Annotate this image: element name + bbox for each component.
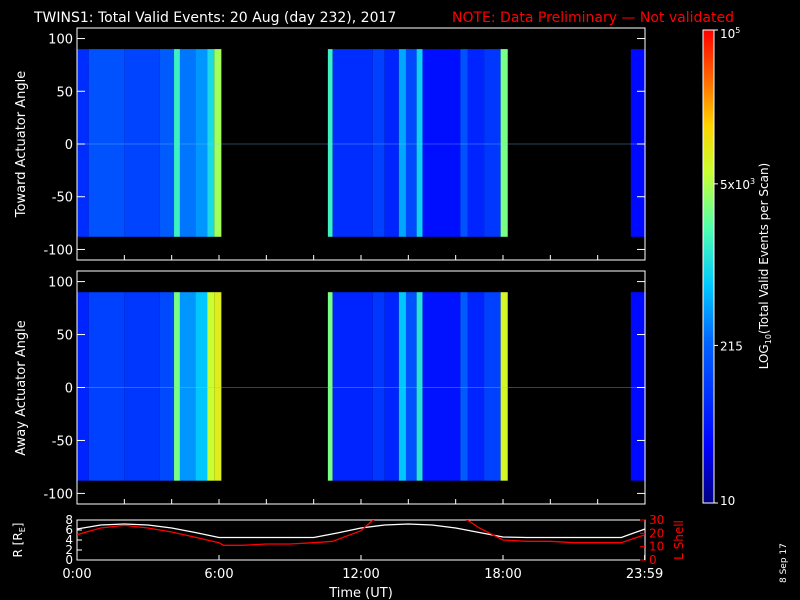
toward-band-8	[214, 49, 222, 237]
away-band-9	[327, 292, 333, 481]
away-band-21	[630, 292, 645, 481]
toward-ytick-label-0: 0	[65, 138, 73, 153]
away-ytick-label-50: 50	[56, 329, 73, 344]
toward-band-3	[159, 49, 175, 237]
orbit-left-tick-label-0: 0	[65, 553, 73, 567]
toward-ytick-label-50: 50	[56, 85, 73, 100]
orbit-lines	[77, 520, 645, 546]
away-band-12	[384, 292, 399, 481]
away-y-ticks: 100 50 0 -50 -100	[43, 276, 646, 504]
colorbar-ticks: 10 215 5x103 105	[714, 26, 755, 508]
toward-heatmap	[77, 49, 645, 237]
away-band-4	[174, 292, 180, 481]
toward-band-19	[484, 49, 501, 237]
away-band-7	[207, 292, 215, 481]
x-tick-label-2: 12:00	[342, 567, 379, 582]
x-tick-label-3: 18:00	[484, 567, 521, 582]
toward-band-20	[500, 49, 508, 237]
orbit-lshell-line	[77, 520, 645, 546]
toward-band-18	[467, 49, 485, 237]
away-band-20	[500, 292, 508, 481]
away-band-8	[214, 292, 222, 481]
toward-ytick-label--100: -100	[43, 243, 73, 258]
colorbar-label: LOG10(Total Valid Events per Scan)	[757, 163, 773, 370]
orbit-right-ylabel: L Shell	[672, 520, 686, 560]
toward-band-14	[405, 49, 417, 237]
colorbar-tick-label-3: 105	[720, 26, 740, 41]
toward-band-7	[207, 49, 215, 237]
x-tick-label-0: 0:00	[62, 567, 91, 582]
orbit-right-tick-label-30: 30	[649, 513, 664, 527]
away-band-1	[88, 292, 125, 481]
orbit-left-tick-label-4: 4	[65, 533, 73, 547]
toward-band-11	[372, 49, 385, 237]
orbit-r-line	[77, 523, 645, 539]
orbit-right-tick-label-20: 20	[649, 526, 664, 540]
toward-band-9	[327, 49, 333, 237]
away-band-16	[422, 292, 461, 481]
away-ytick-label--50: -50	[52, 434, 73, 449]
x-axis-label: Time (UT)	[328, 586, 393, 600]
toward-ytick-label--50: -50	[52, 191, 73, 206]
colorbar-gradient	[702, 29, 715, 504]
colorbar-tick-label-1: 215	[720, 339, 743, 353]
toward-band-1	[88, 49, 125, 237]
x-tick-label-1: 6:00	[204, 567, 233, 582]
chart-title: TWINS1: Total Valid Events: 20 Aug (day …	[33, 10, 396, 26]
x-tick-label-4: 23:59	[626, 567, 663, 582]
toward-band-21	[630, 49, 645, 237]
away-band-15	[416, 292, 423, 481]
toward-band-5	[179, 49, 196, 237]
orbit-left-tick-label-8: 8	[65, 513, 73, 527]
toward-panel: 100 50 0 -50 -100 Toward Actuator Angle	[14, 27, 646, 261]
colorbar: 10 215 5x103 105 LOG10(Total Valid Events p…	[702, 26, 773, 508]
toward-band-6	[195, 49, 208, 237]
away-band-10	[332, 292, 373, 481]
away-ytick-label-0: 0	[65, 382, 73, 397]
colorbar-tick-label-0: 10	[720, 494, 735, 508]
toward-band-16	[422, 49, 461, 237]
away-panel: 100 50 0 -50 -100 Away Actuator Angle	[14, 270, 646, 505]
preliminary-note: NOTE: Data Preliminary — Not validated	[452, 10, 734, 26]
away-ytick-label-100: 100	[48, 276, 73, 291]
toward-band-4	[174, 49, 180, 237]
away-band-13	[398, 292, 406, 481]
away-band-3	[159, 292, 175, 481]
toward-band-0	[77, 49, 89, 237]
away-heatmap	[77, 292, 645, 481]
toward-band-10	[332, 49, 373, 237]
toward-band-15	[416, 49, 423, 237]
away-band-19	[484, 292, 501, 481]
colorbar-tick-label-2: 5x103	[720, 177, 755, 192]
orbit-right-tick-label-10: 10	[649, 540, 664, 554]
orbit-left-ylabel: R [RE]	[11, 523, 27, 558]
away-band-2	[124, 292, 160, 481]
away-band-17	[460, 292, 468, 481]
away-band-6	[195, 292, 208, 481]
away-ylabel: Away Actuator Angle	[14, 320, 29, 455]
away-band-0	[77, 292, 89, 481]
toward-band-13	[398, 49, 406, 237]
away-band-14	[405, 292, 417, 481]
orbit-left-tick-label-2: 2	[65, 543, 73, 557]
orbit-right-tick-label-0: 0	[649, 553, 657, 567]
away-ytick-label--100: -100	[43, 487, 73, 502]
toward-band-12	[384, 49, 399, 237]
toward-y-ticks: 100 50 0 -50 -100	[43, 33, 646, 260]
orbit-left-tick-label-6: 6	[65, 523, 73, 537]
toward-band-17	[460, 49, 468, 237]
toward-band-2	[124, 49, 160, 237]
toward-ytick-label-100: 100	[48, 33, 73, 48]
date-stamp: 8 Sep 17	[779, 543, 789, 583]
away-band-11	[372, 292, 385, 481]
away-band-18	[467, 292, 485, 481]
toward-ylabel: Toward Actuator Angle	[14, 71, 29, 218]
away-band-5	[179, 292, 196, 481]
